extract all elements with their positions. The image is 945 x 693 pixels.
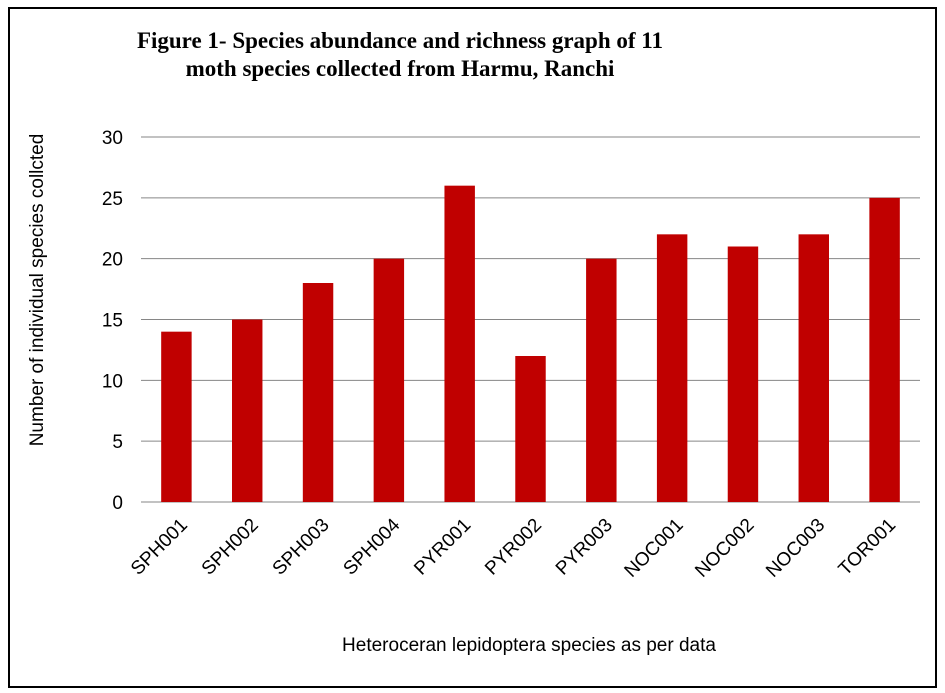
x-tick-label-sph003: SPH003 (269, 515, 334, 580)
bar-tor001 (869, 197, 900, 503)
y-tick-label: 10 (102, 371, 123, 392)
bar-sph002 (232, 319, 263, 502)
chart-title-line-1: Figure 1- Species abundance and richness… (136, 28, 664, 53)
y-tick-label: 25 (102, 189, 123, 210)
y-tick-label: 30 (102, 128, 123, 149)
y-tick-labels: 0 5 10 15 20 25 30 (102, 128, 123, 514)
x-tick-label-pyr001: PYR001 (410, 515, 475, 580)
bar-noc002 (727, 246, 759, 502)
y-tick-label: 15 (102, 311, 123, 332)
bar-noc003 (798, 234, 829, 503)
x-tick-label-sph002: SPH002 (198, 515, 263, 580)
bar-sph001 (161, 331, 192, 502)
x-tick-label-noc001: NOC001 (621, 515, 688, 582)
x-tick-label-noc002: NOC002 (691, 515, 758, 582)
bar-pyr002 (515, 356, 546, 502)
y-axis-title: Number of individual species collcted (27, 134, 48, 447)
x-tick-label-noc003: NOC003 (762, 515, 829, 582)
x-tick-label-sph001: SPH001 (127, 515, 192, 580)
y-tick-label: 5 (112, 432, 123, 453)
bar-pyr003 (586, 258, 617, 502)
y-tick-label: 20 (102, 250, 123, 271)
x-tick-label-pyr003: PYR003 (552, 515, 617, 580)
bar-pyr001 (444, 185, 475, 502)
chart-title: Figure 1- Species abundance and richness… (100, 27, 700, 83)
x-tick-label-sph004: SPH004 (340, 514, 405, 579)
x-tick-labels: SPH001 SPH002 SPH003 SPH004 PYR001 PYR002 PYR0… (127, 514, 900, 581)
bar-sph004 (373, 258, 405, 502)
x-axis-title: Heteroceran lepidoptera species as per d… (342, 635, 716, 656)
x-tick-label-tor001: TOR001 (835, 515, 900, 580)
chart-title-line-2: moth species collected from Harmu, Ranch… (185, 56, 615, 81)
x-tick-label-pyr002: PYR002 (481, 515, 546, 580)
bars (161, 185, 900, 503)
y-tick-label: 0 (112, 493, 123, 514)
bar-noc001 (656, 234, 688, 503)
bar-sph003 (302, 283, 334, 502)
